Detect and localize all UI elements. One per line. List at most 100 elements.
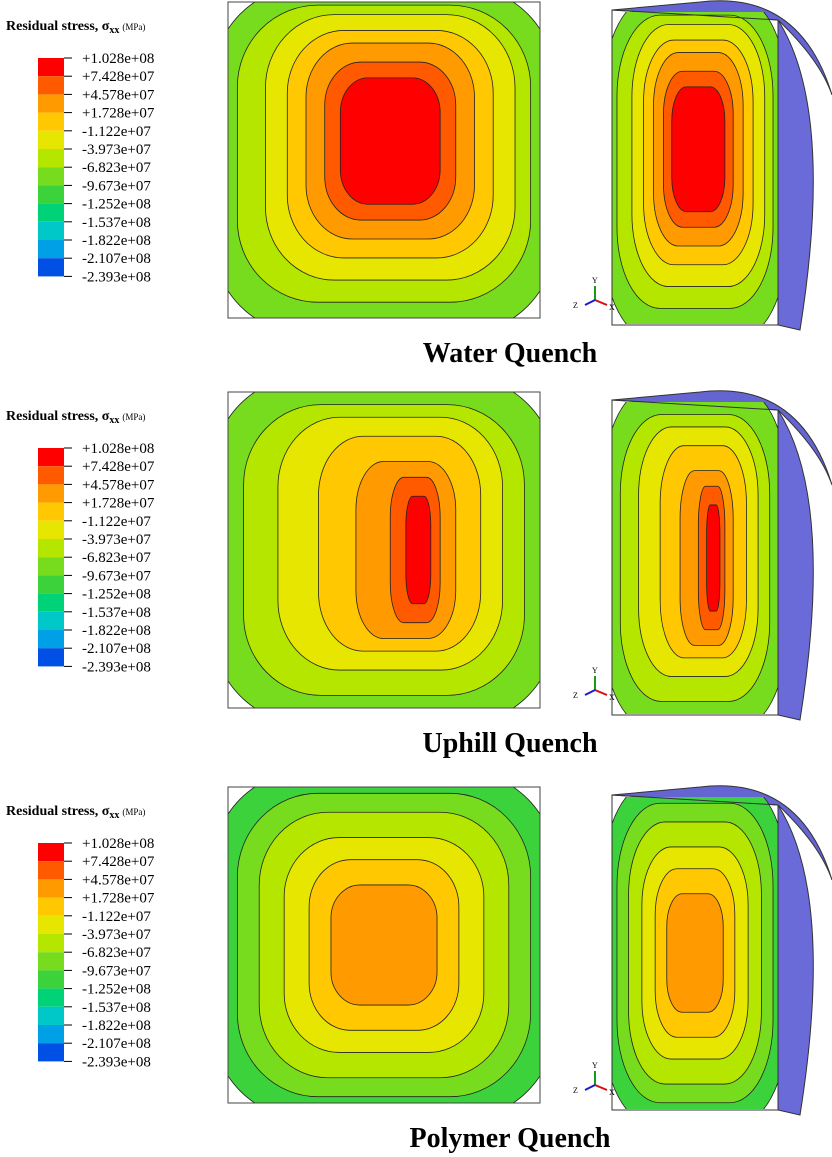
legend-label: +1.728e+07 (82, 496, 155, 512)
legend-swatch (38, 539, 64, 557)
legend-title-text: Residual stress, σ (6, 804, 110, 819)
legend-swatch (38, 575, 64, 593)
legend-label: -9.673e+07 (82, 568, 151, 584)
caption: Water Quench (423, 338, 598, 369)
legend-swatch (38, 630, 64, 648)
legend-swatch (38, 594, 64, 612)
legend-label: -6.823e+07 (82, 550, 151, 566)
legend-label: +4.578e+07 (82, 87, 155, 103)
legend-label: -3.973e+07 (82, 142, 151, 158)
axis-label-z: Z (573, 691, 578, 700)
legend-swatch (38, 1007, 64, 1025)
legend-swatch (38, 879, 64, 897)
legend-swatch (38, 503, 64, 521)
legend-swatch (38, 898, 64, 916)
caption: Uphill Quench (422, 728, 597, 759)
legend-swatch (38, 557, 64, 575)
legend-swatch (38, 448, 64, 466)
legend-label: -1.122e+07 (82, 909, 151, 925)
axis-label-x: X (609, 1088, 615, 1097)
legend-swatch (38, 648, 64, 666)
axis-z (585, 690, 595, 695)
legend-label: -1.252e+08 (82, 587, 151, 603)
legend-label: -2.107e+08 (82, 1036, 151, 1052)
legend-title: Residual stress, σxx(MPa) (6, 409, 145, 426)
legend-label: -1.537e+08 (82, 605, 151, 621)
legend-label: -2.393e+08 (82, 269, 151, 285)
legend-swatch (38, 58, 64, 76)
legend-label: +7.428e+07 (82, 69, 155, 85)
legend-label: -1.252e+08 (82, 982, 151, 998)
contour-band (707, 505, 720, 611)
legend-label: +1.028e+08 (82, 836, 154, 852)
axis-label-y: Y (592, 666, 598, 675)
legend-label: -9.673e+07 (82, 963, 151, 979)
legend-swatch (38, 76, 64, 94)
legend-label: -1.537e+08 (82, 1000, 151, 1016)
legend-swatch (38, 843, 64, 861)
contour-plot (604, 386, 787, 729)
legend-unit: (MPa) (122, 807, 145, 817)
axis-label-y: Y (592, 276, 598, 285)
legend-label: -2.393e+08 (82, 659, 151, 675)
legend-label: +7.428e+07 (82, 459, 155, 475)
legend-label: -2.393e+08 (82, 1054, 151, 1070)
legend-swatch (38, 952, 64, 970)
cylinder-side (778, 410, 813, 720)
legend-label: -2.107e+08 (82, 251, 151, 267)
legend-subscript: xx (109, 415, 119, 426)
legend-label: +4.578e+07 (82, 477, 155, 493)
legend-swatch (38, 131, 64, 149)
legend-title: Residual stress, σxx(MPa) (6, 804, 145, 821)
legend-title-text: Residual stress, σ (6, 19, 110, 34)
legend-swatch (38, 167, 64, 185)
legend-swatch (38, 466, 64, 484)
legend-swatch (38, 204, 64, 222)
legend-swatch (38, 612, 64, 630)
contour-plot (604, 0, 787, 340)
axis-x (595, 300, 607, 305)
legend-label: +1.028e+08 (82, 441, 154, 457)
legend-swatch (38, 149, 64, 167)
figure: Residual stress, σxx(MPa)+1.028e+08+7.42… (0, 0, 832, 1157)
cylinder-side (778, 20, 813, 330)
panel: Residual stress, σxx(MPa) +1.028e+08 +7.42… (6, 376, 832, 759)
contour-band (672, 87, 725, 212)
contour-plot (212, 771, 555, 1119)
axis-x (595, 690, 607, 695)
legend-swatch (38, 258, 64, 276)
contour-band (406, 496, 431, 603)
legend-swatch (38, 934, 64, 952)
legend-unit: (MPa) (122, 22, 145, 32)
legend-label: -1.822e+08 (82, 1018, 151, 1034)
legend-label: -2.107e+08 (82, 641, 151, 657)
legend-label: -6.823e+07 (82, 160, 151, 176)
contour-band (331, 885, 437, 1005)
axis-z (585, 1085, 595, 1090)
contour-plot (212, 0, 555, 334)
legend-label: -3.973e+07 (82, 532, 151, 548)
legend-swatch (38, 861, 64, 879)
axis-label-x: X (609, 303, 615, 312)
legend-title: Residual stress, σxx(MPa) (6, 19, 145, 36)
legend-swatch (38, 113, 64, 131)
legend-label: -6.823e+07 (82, 945, 151, 961)
legend-label: -1.122e+07 (82, 124, 151, 140)
legend-label: -1.822e+08 (82, 233, 151, 249)
legend-label: -1.122e+07 (82, 514, 151, 530)
cylinder-side (778, 805, 813, 1115)
legend-label: -9.673e+07 (82, 178, 151, 194)
legend-swatch (38, 240, 64, 258)
legend-swatch (38, 1043, 64, 1061)
legend-label: -3.973e+07 (82, 927, 151, 943)
legend-subscript: xx (109, 25, 119, 36)
axis-z (585, 300, 595, 305)
legend-swatch (38, 484, 64, 502)
legend-label: +1.728e+07 (82, 891, 155, 907)
panel: Residual stress, σxx(MPa)+1.028e+08+7.42… (6, 771, 832, 1154)
contour-plot (604, 781, 787, 1124)
contour-plot (212, 376, 555, 724)
legend-swatch (38, 94, 64, 112)
legend-label: +4.578e+07 (82, 872, 155, 888)
legend-label: +1.028e+08 (82, 51, 154, 67)
